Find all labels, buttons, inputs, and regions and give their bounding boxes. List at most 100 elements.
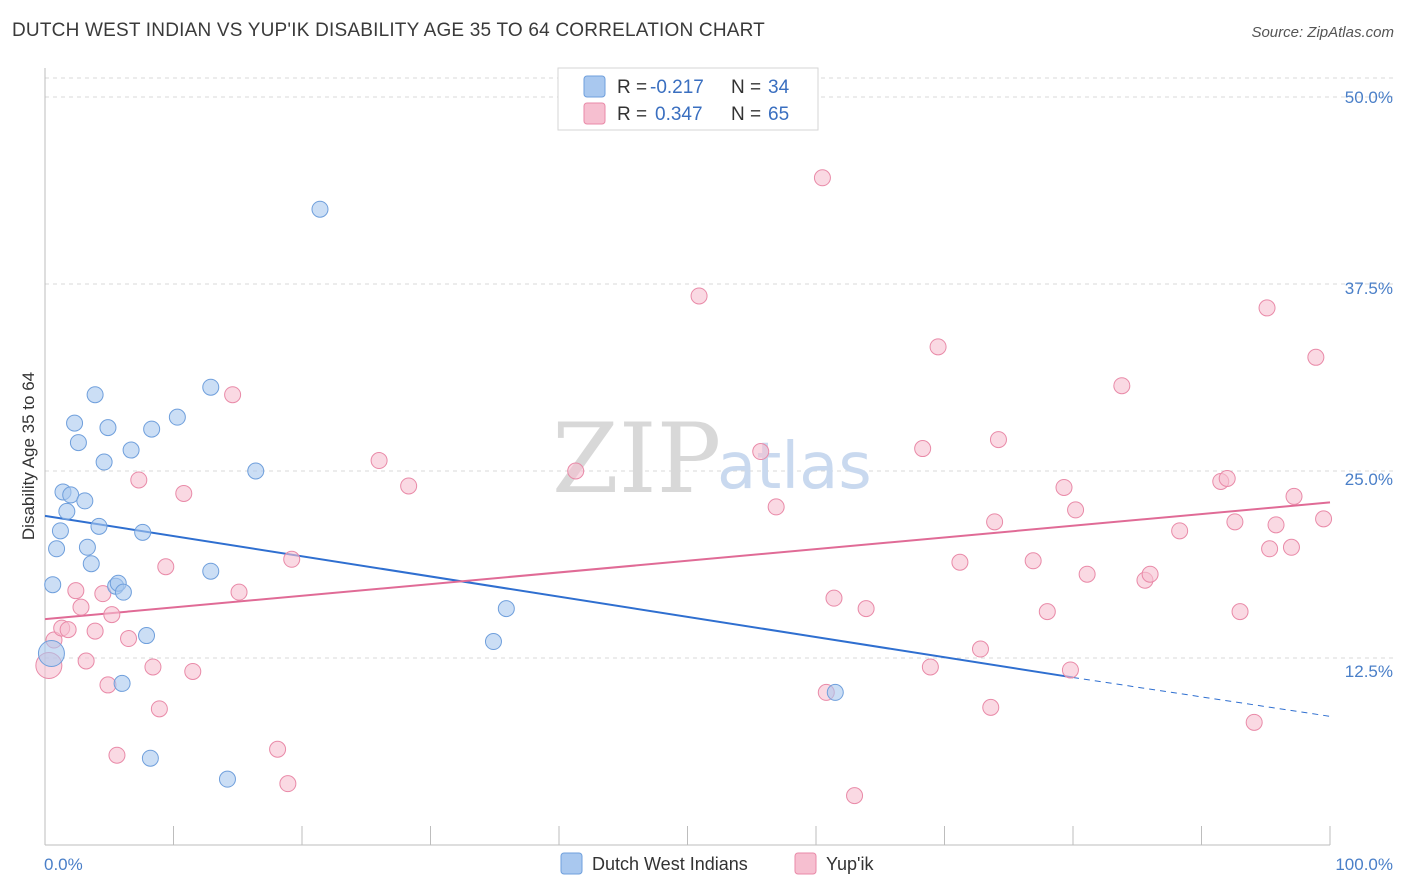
point-dutch-west-indians-28 xyxy=(218,770,236,788)
point-dutch-west-indians-18 xyxy=(113,674,131,692)
bottom-legend: Dutch West Indians Yup'ik xyxy=(560,852,874,875)
point-yupik-44 xyxy=(1038,603,1056,621)
point-yupik-64 xyxy=(1315,510,1333,528)
point-yupik-62 xyxy=(1285,487,1303,505)
point-yupik-30 xyxy=(813,169,831,187)
bottom-legend-swatch-blue xyxy=(560,852,583,875)
watermark-atlas: atlas xyxy=(717,430,872,504)
point-yupik-51 xyxy=(1141,565,1159,583)
point-yupik-37 xyxy=(929,338,947,356)
legend-r-value-2: 0.347 xyxy=(655,104,703,125)
legend-n-label-1: N = xyxy=(731,77,761,98)
point-dutch-west-indians-9 xyxy=(76,492,94,510)
point-dutch-west-indians-21 xyxy=(134,523,152,541)
x-axis-labels: 0.0% 100.0% xyxy=(44,855,1393,874)
point-yupik-59 xyxy=(1261,540,1279,558)
point-yupik-42 xyxy=(989,431,1007,449)
point-yupik-7 xyxy=(86,622,104,640)
point-yupik-27 xyxy=(690,287,708,305)
point-yupik-20 xyxy=(230,583,248,601)
watermark: ZIP atlas xyxy=(552,403,872,515)
point-yupik-52 xyxy=(1171,522,1189,540)
point-dutch-west-indians-13 xyxy=(90,517,108,535)
point-yupik-60 xyxy=(1267,516,1285,534)
point-dutch-west-indians-23 xyxy=(141,749,159,767)
point-dutch-west-indians-14 xyxy=(95,453,113,471)
point-dutch-west-indians-26 xyxy=(202,562,220,580)
point-yupik-41 xyxy=(986,513,1004,531)
legend-n-value-2: 65 xyxy=(768,104,789,125)
point-dutch-west-indians-12 xyxy=(86,386,104,404)
point-dutch-west-indians-29 xyxy=(247,462,265,480)
point-dutch-west-indians-2 xyxy=(48,540,66,558)
point-yupik-36 xyxy=(921,658,939,676)
point-yupik-56 xyxy=(1231,603,1249,621)
y-axis-labels: 12.5% 25.0% 37.5% 50.0% xyxy=(1345,88,1393,681)
point-dutch-west-indians-33 xyxy=(826,683,844,701)
point-dutch-west-indians-11 xyxy=(82,555,100,573)
point-yupik-35 xyxy=(914,440,932,458)
point-dutch-west-indians-7 xyxy=(66,414,84,432)
bottom-legend-label-pink: Yup'ik xyxy=(826,854,874,874)
point-dutch-west-indians-25 xyxy=(168,408,186,426)
point-dutch-west-indians-20 xyxy=(122,441,140,459)
point-yupik-54 xyxy=(1218,469,1236,487)
point-dutch-west-indians-19 xyxy=(114,583,132,601)
point-yupik-47 xyxy=(1067,501,1085,519)
source-label: Source: ZipAtlas.com xyxy=(1251,24,1394,41)
point-yupik-18 xyxy=(184,662,202,680)
point-yupik-15 xyxy=(150,700,168,718)
x-tick-label-max: 100.0% xyxy=(1335,855,1393,874)
point-dutch-west-indians-15 xyxy=(99,419,117,437)
point-yupik-13 xyxy=(130,471,148,489)
point-dutch-west-indians-30 xyxy=(311,200,329,218)
point-dutch-west-indians-8 xyxy=(69,434,87,452)
point-yupik-19 xyxy=(224,386,242,404)
legend-swatch-pink xyxy=(583,102,606,125)
y-tick-label-25: 25.0% xyxy=(1345,470,1393,489)
point-yupik-8 xyxy=(94,585,112,603)
point-yupik-3 xyxy=(59,621,77,639)
point-yupik-10 xyxy=(103,606,121,624)
point-yupik-48 xyxy=(1078,565,1096,583)
point-dutch-west-indians-27 xyxy=(202,378,220,396)
trendline-yupik xyxy=(44,501,1331,621)
point-yupik-21 xyxy=(269,740,287,758)
point-yupik-22 xyxy=(279,775,297,793)
point-dutch-west-indians-5 xyxy=(58,502,76,520)
point-yupik-57 xyxy=(1245,713,1263,731)
point-yupik-43 xyxy=(1024,552,1042,570)
point-yupik-11 xyxy=(108,746,126,764)
legend-r-label-2: R = xyxy=(617,104,647,125)
point-dutch-west-indians-10 xyxy=(78,538,96,556)
y-axis-label: Disability Age 35 to 64 xyxy=(19,372,38,540)
point-dutch-west-indians-3 xyxy=(51,522,69,540)
trendline-dutch-west-indians-extension xyxy=(1072,676,1331,717)
point-yupik-49 xyxy=(1113,377,1131,395)
chart-title: DUTCH WEST INDIAN VS YUP'IK DISABILITY A… xyxy=(12,20,765,41)
point-yupik-45 xyxy=(1055,478,1073,496)
y-tick-label-12-5: 12.5% xyxy=(1345,662,1393,681)
legend-swatch-blue xyxy=(583,75,606,98)
point-yupik-4 xyxy=(67,582,85,600)
bottom-legend-swatch-pink xyxy=(794,852,817,875)
grid-layer xyxy=(45,77,1393,659)
bottom-legend-label-blue: Dutch West Indians xyxy=(592,854,748,874)
point-dutch-west-indians-0 xyxy=(37,640,65,668)
point-yupik-40 xyxy=(982,698,1000,716)
point-yupik-39 xyxy=(971,640,989,658)
trendline-dutch-west-indians xyxy=(44,514,1074,679)
point-yupik-38 xyxy=(951,553,969,571)
point-yupik-29 xyxy=(767,498,785,516)
trend-layer xyxy=(44,501,1331,717)
point-yupik-46 xyxy=(1061,661,1079,679)
point-yupik-55 xyxy=(1226,513,1244,531)
point-dutch-west-indians-31 xyxy=(484,633,502,651)
point-yupik-9 xyxy=(99,676,117,694)
point-yupik-24 xyxy=(370,452,388,470)
legend-n-value-1: 34 xyxy=(768,77,790,98)
point-yupik-32 xyxy=(825,589,843,607)
legend-r-value-1: -0.217 xyxy=(650,77,704,98)
point-dutch-west-indians-22 xyxy=(138,627,156,645)
